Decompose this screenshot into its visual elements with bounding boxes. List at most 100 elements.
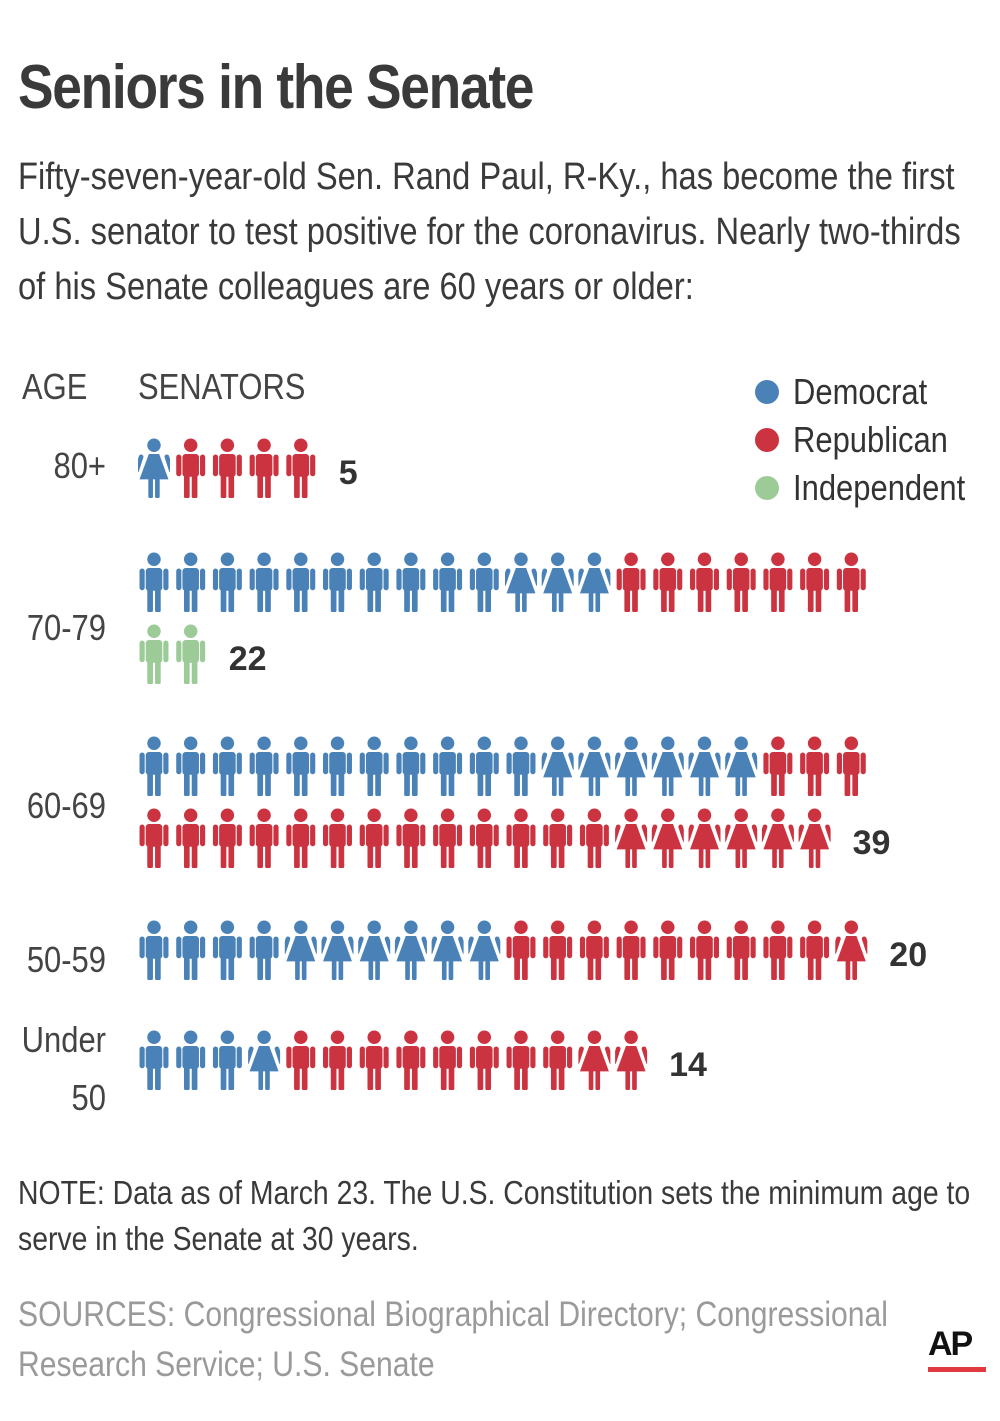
republican-man-icon: [836, 552, 866, 612]
chart-subtitle: Fifty-seven-year-old Sen. Rand Paul, R-K…: [18, 156, 961, 308]
republican-man-icon: [323, 808, 352, 868]
republican-man-icon: [690, 920, 719, 980]
republican-man-icon: [506, 1030, 536, 1090]
democrat-man-icon: [396, 736, 426, 796]
ap-logo-text: AP: [928, 1325, 973, 1363]
democrat-woman-icon: [578, 552, 611, 612]
democrat-woman-icon: [138, 438, 170, 498]
republican-man-icon: [543, 920, 573, 980]
republican-man-icon: [286, 1030, 316, 1090]
republican-man-icon: [726, 920, 756, 980]
republican-man-icon: [579, 808, 609, 868]
republican-man-icon: [836, 736, 866, 796]
age-label-under-50-line2: 50: [72, 1079, 106, 1119]
republican-man-icon: [396, 1030, 426, 1090]
democrat-man-icon: [249, 736, 279, 796]
count-label-60-69: 39: [853, 824, 891, 862]
democrat-man-icon: [286, 736, 316, 796]
republican-man-icon: [433, 808, 463, 868]
age-label-80-: 80+: [53, 447, 106, 487]
note-text: NOTE: Data as of March 23. The U.S. Cons…: [18, 1174, 971, 1257]
republican-man-icon: [396, 808, 426, 868]
republican-man-icon: [249, 438, 279, 498]
republican-man-icon: [469, 808, 499, 868]
republican-man-icon: [726, 552, 756, 612]
democrat-man-icon: [286, 552, 316, 612]
republican-man-icon: [212, 438, 242, 498]
republican-man-icon: [763, 736, 793, 796]
republican-man-icon: [653, 920, 683, 980]
democrat-woman-icon: [394, 920, 427, 980]
democrat-woman-icon: [248, 1030, 281, 1090]
republican-man-icon: [800, 552, 830, 612]
republican-man-icon: [763, 552, 793, 612]
democrat-man-icon: [359, 552, 389, 612]
republican-man-icon: [616, 920, 646, 980]
age-label-70-79: 70-79: [27, 609, 106, 649]
sources-text: SOURCES: Congressional Biographical Dire…: [18, 1295, 888, 1384]
chart-title: Seniors in the Senate: [18, 53, 534, 122]
democrat-man-icon: [139, 920, 169, 980]
ap-logo-bar: [928, 1367, 986, 1372]
democrat-man-icon: [469, 552, 499, 612]
democrat-man-icon: [212, 552, 242, 612]
pictogram-chart: 80+ 5 70-79 22 60-69 39 50-59 20 Under 50 14: [22, 438, 927, 1119]
democrat-woman-icon: [321, 920, 354, 980]
democrat-woman-icon: [541, 736, 574, 796]
republican-man-icon: [616, 552, 646, 612]
democrat-man-icon: [212, 920, 242, 980]
republican-man-icon: [139, 808, 169, 868]
independent-man-icon: [176, 624, 206, 684]
republican-man-icon: [653, 552, 683, 612]
democrat-man-icon: [139, 552, 169, 612]
democrat-man-icon: [396, 552, 426, 612]
republican-man-icon: [506, 808, 536, 868]
republican-man-icon: [690, 552, 719, 612]
legend: Democrat Republican Independent: [755, 368, 993, 512]
republican-man-icon: [579, 920, 609, 980]
republican-man-icon: [506, 920, 536, 980]
democrat-dot-icon: [755, 380, 779, 404]
republican-woman-icon: [578, 1030, 611, 1090]
democrat-woman-icon: [651, 736, 684, 796]
democrat-man-icon: [176, 736, 206, 796]
republican-man-icon: [323, 1030, 352, 1090]
democrat-woman-icon: [505, 552, 537, 612]
republican-woman-icon: [835, 920, 868, 980]
republican-man-icon: [176, 808, 206, 868]
age-column-header: AGE: [22, 366, 88, 407]
legend-label-democrat: Democrat: [793, 371, 928, 412]
democrat-man-icon: [212, 736, 242, 796]
democrat-man-icon: [176, 552, 206, 612]
republican-woman-icon: [688, 808, 721, 868]
ap-logo: AP: [928, 1325, 986, 1372]
democrat-man-icon: [323, 736, 352, 796]
democrat-man-icon: [359, 736, 389, 796]
senators-column-header: SENATORS: [138, 366, 306, 407]
republican-man-icon: [359, 808, 389, 868]
age-label-under-50-line1: Under: [22, 1021, 106, 1061]
democrat-man-icon: [212, 1030, 242, 1090]
democrat-woman-icon: [468, 920, 501, 980]
democrat-man-icon: [433, 552, 463, 612]
legend-label-republican: Republican: [793, 419, 948, 460]
democrat-man-icon: [323, 552, 352, 612]
republican-man-icon: [543, 1030, 573, 1090]
republican-man-icon: [543, 808, 573, 868]
democrat-woman-icon: [358, 920, 391, 980]
democrat-man-icon: [176, 920, 206, 980]
republican-man-icon: [800, 736, 830, 796]
republican-man-icon: [359, 1030, 389, 1090]
legend-item-republican: Republican: [755, 416, 993, 464]
republican-man-icon: [286, 438, 316, 498]
democrat-man-icon: [139, 1030, 169, 1090]
legend-label-independent: Independent: [793, 467, 966, 508]
democrat-woman-icon: [615, 736, 648, 796]
legend-item-independent: Independent: [755, 464, 993, 512]
democrat-woman-icon: [725, 736, 758, 796]
democrat-man-icon: [176, 1030, 206, 1090]
republican-woman-icon: [798, 808, 831, 868]
democrat-woman-icon: [688, 736, 721, 796]
republican-man-icon: [176, 438, 206, 498]
republican-dot-icon: [755, 428, 779, 452]
